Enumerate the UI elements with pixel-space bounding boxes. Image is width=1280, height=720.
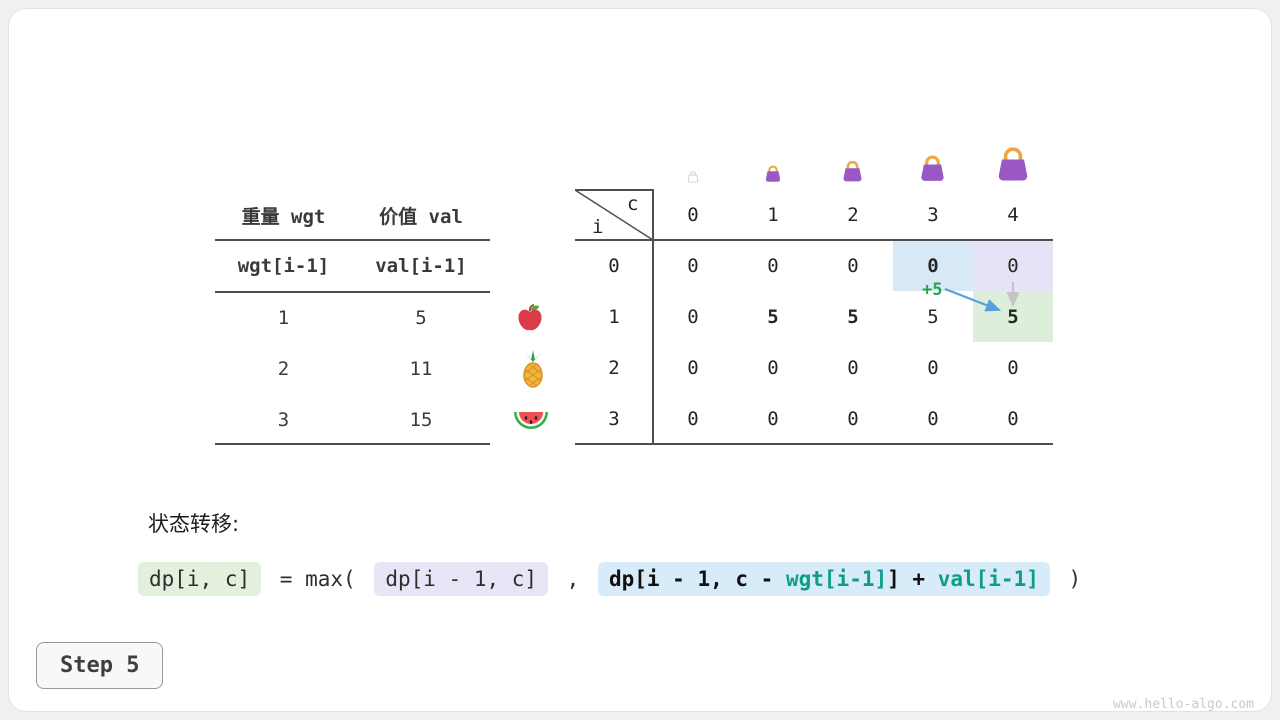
dp-cell: 0 bbox=[1007, 356, 1019, 379]
bag-small-icon bbox=[765, 165, 781, 182]
dp-cell: 5 bbox=[927, 305, 939, 328]
dp-cell: 0 bbox=[767, 254, 779, 277]
dp-cell: 5 bbox=[847, 305, 859, 328]
dp-col-header: 1 bbox=[767, 204, 779, 226]
dp-row-label: 1 bbox=[608, 305, 620, 328]
formula-arg2-val: val[i-1] bbox=[937, 567, 1039, 591]
dp-cell: 0 bbox=[687, 356, 699, 379]
dp-cell: 0 bbox=[1007, 407, 1019, 430]
table-cell: 3 bbox=[277, 408, 290, 431]
diagonal-line bbox=[575, 190, 653, 240]
dp-cell: 0 bbox=[687, 254, 699, 277]
watermark: www.hello-algo.com bbox=[1113, 697, 1254, 712]
formula-arg2-mid: ] + bbox=[887, 567, 938, 591]
bag-xlarge-icon bbox=[998, 147, 1028, 181]
dp-cell: 0 bbox=[927, 356, 939, 379]
dp-cell: 0 bbox=[847, 407, 859, 430]
formula-separator: , bbox=[554, 567, 592, 591]
dp-row-label: 3 bbox=[608, 407, 620, 430]
dp-cell: 0 bbox=[847, 356, 859, 379]
formula-arg1: dp[i - 1, c] bbox=[374, 562, 549, 596]
dp-cell: 0 bbox=[687, 305, 699, 328]
dp-col-header: 4 bbox=[1007, 204, 1019, 226]
table-line bbox=[652, 189, 654, 445]
weight-value-table: 重量 wgt 价值 val wgt[i-1] val[i-1] 1 5 2 11… bbox=[215, 190, 490, 445]
table-cell: 5 bbox=[415, 306, 427, 329]
table-line bbox=[215, 239, 490, 241]
dp-col-header: 3 bbox=[927, 204, 939, 226]
value-header: 价值 val bbox=[379, 205, 463, 228]
dp-cell: 0 bbox=[847, 254, 859, 277]
dp-row-label: 0 bbox=[608, 254, 620, 277]
table-line bbox=[215, 291, 490, 293]
dp-cell-highlight-above: 0 bbox=[973, 240, 1053, 291]
formula-arg2-prefix: dp[i - 1, c - bbox=[608, 567, 786, 591]
formula-operator: = max( bbox=[267, 567, 369, 591]
state-transition-formula: dp[i, c] = max( dp[i - 1, c] , dp[i - 1,… bbox=[138, 562, 1087, 596]
dp-cell-highlight-source: 0 bbox=[893, 240, 973, 291]
dp-cell: 0 bbox=[927, 407, 939, 430]
weight-header: 重量 wgt bbox=[241, 205, 326, 228]
bag-large-icon bbox=[921, 155, 944, 181]
annotation-plus5: +5 bbox=[922, 280, 943, 300]
watermelon-icon bbox=[514, 412, 548, 429]
dp-table: c i 0 1 2 3 4 0 0 0 0 0 0 1 0 5 5 5 5 2 … bbox=[575, 190, 1053, 444]
table-line bbox=[215, 443, 490, 445]
table-cell: 11 bbox=[409, 357, 433, 380]
formula-lhs: dp[i, c] bbox=[138, 562, 262, 596]
wgt-var-cell: wgt[i-1] bbox=[237, 255, 330, 277]
bag-ghost-icon bbox=[687, 171, 699, 183]
val-var-cell: val[i-1] bbox=[375, 255, 467, 277]
table-cell: 2 bbox=[277, 357, 290, 380]
dp-row-label: 2 bbox=[608, 356, 620, 379]
step-badge: Step 5 bbox=[36, 642, 164, 689]
dp-cell: 0 bbox=[687, 407, 699, 430]
transition-heading: 状态转移: bbox=[148, 512, 240, 536]
table-line bbox=[575, 189, 653, 191]
formula-arg2: dp[i - 1, c - wgt[i-1]] + val[i-1] bbox=[597, 562, 1050, 596]
dp-cell: 0 bbox=[767, 356, 779, 379]
formula-close: ) bbox=[1055, 567, 1082, 591]
table-line bbox=[575, 239, 1053, 241]
dp-cell: 5 bbox=[767, 305, 779, 328]
dp-corner-cell: c i bbox=[575, 190, 653, 240]
dp-col-header: 2 bbox=[847, 204, 859, 226]
col-var-label: c bbox=[627, 193, 639, 215]
table-cell: 15 bbox=[409, 408, 433, 431]
dp-cell-highlight-current: 5 bbox=[973, 291, 1053, 342]
bag-medium-icon bbox=[843, 160, 862, 182]
table-cell: 1 bbox=[277, 306, 290, 329]
formula-arg2-wgt: wgt[i-1] bbox=[785, 567, 888, 591]
dp-col-header: 0 bbox=[687, 204, 699, 226]
apple-icon bbox=[518, 304, 542, 331]
dp-cell: 0 bbox=[767, 407, 779, 430]
row-var-label: i bbox=[592, 216, 604, 238]
pineapple-icon bbox=[523, 350, 543, 388]
table-line bbox=[575, 443, 1053, 445]
